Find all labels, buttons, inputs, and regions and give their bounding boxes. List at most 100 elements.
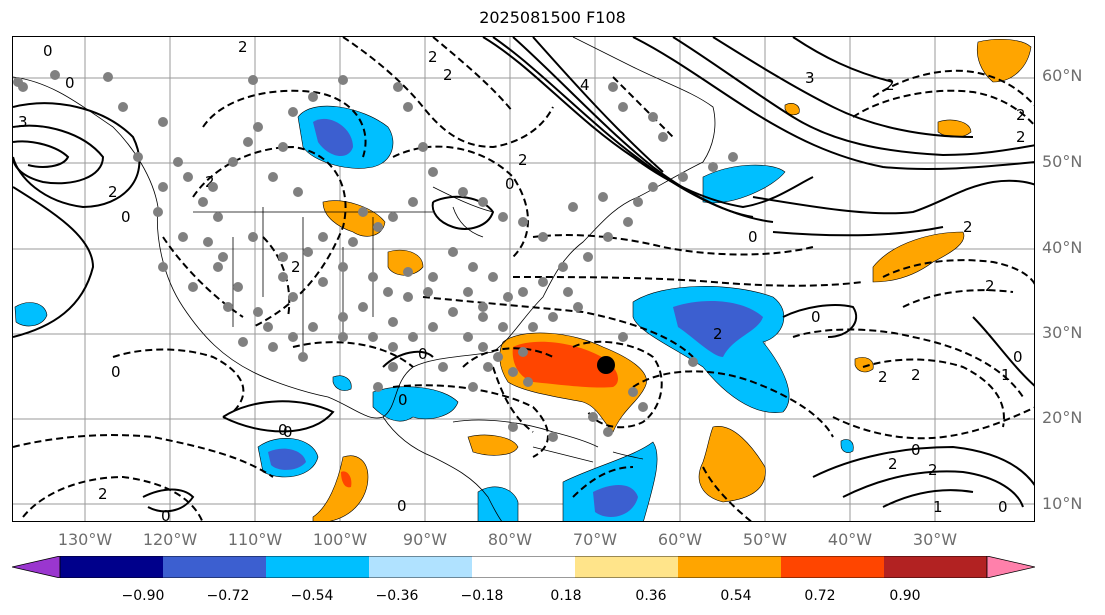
station-dot [558,262,568,272]
station-dot [518,287,528,297]
lat-label-60n: 60°N [1042,66,1083,85]
station-dot [158,182,168,192]
colorbar-extend-low [12,556,61,578]
lon-label-120w: 120°W [142,530,198,549]
station-dot [263,322,273,332]
station-dot [418,142,428,152]
station-dot [463,332,473,342]
contour-label: 0 [748,228,758,246]
station-dot [478,312,488,322]
station-dot [403,292,413,302]
station-dot [638,402,648,412]
station-dot [528,322,538,332]
coastlines [13,37,716,521]
station-dot [428,322,438,332]
station-dot [208,182,218,192]
station-dot [268,172,278,182]
station-dot [603,427,613,437]
station-dot [358,207,368,217]
lon-label-40w: 40°W [827,530,873,549]
colorbar-segment [266,556,369,578]
colorbar-tick-label: −0.90 [121,588,165,604]
station-dot [608,82,618,92]
contour-label: 1 [933,498,943,516]
station-dot [248,232,258,242]
station-dot [308,322,318,332]
colorbar-segment [781,556,884,578]
lat-label-10n: 10°N [1042,494,1083,513]
station-dot [403,267,413,277]
colorbar-tick-label: −0.54 [290,588,334,604]
lat-label-20n: 20°N [1042,408,1083,427]
station-dot [278,272,288,282]
contour-label: 0 [811,308,821,326]
station-dot [318,232,328,242]
contour-label: 0 [161,507,171,522]
station-dot [278,252,288,262]
lat-label-40n: 40°N [1042,238,1083,257]
contour-label: 2 [291,258,301,276]
lon-label-50w: 50°W [742,530,788,549]
station-dot [153,207,163,217]
station-dot [463,287,473,297]
station-dot [478,302,488,312]
contour-label: 0 [1013,348,1023,366]
colorbar-tick-label: 0.72 [804,588,836,604]
station-dot [538,277,548,287]
station-dot [253,122,263,132]
station-dot [708,162,718,172]
station-dot [458,187,468,197]
contour-label: 2 [1016,106,1026,124]
lon-label-130w: 130°W [57,530,113,549]
station-dot [178,232,188,242]
lon-label-100w: 100°W [312,530,368,549]
contour-label: 2 [428,48,438,66]
station-dot [403,102,413,112]
lat-label-50n: 50°N [1042,152,1083,171]
station-dot [583,252,593,262]
contour-label: 1 [1001,366,1011,384]
station-dot [428,272,438,282]
station-dot [358,302,368,312]
station-dot [568,202,578,212]
contour-label: 2 [985,277,995,295]
station-dot [628,387,638,397]
colorbar-tick-label: 0.90 [889,588,921,604]
station-dot [478,197,488,207]
station-dot [383,287,393,297]
station-dot [503,292,513,302]
colorbar-tick-label: −0.36 [375,588,419,604]
station-dot [188,282,198,292]
colorbar-segments [12,556,1035,578]
colorbar-segment [678,556,781,578]
station-dot [548,312,558,322]
contour-label: 0 [998,498,1008,516]
contour-label: 2 [205,173,215,191]
station-dot [243,137,253,147]
station-dot [50,70,60,80]
station-dot [468,262,478,272]
station-dot [368,272,378,282]
shaded-positive-regions [312,38,1032,521]
station-dot [688,357,698,367]
station-dot [658,132,668,142]
station-dot [563,287,573,297]
contour-label: 0 [278,421,288,439]
station-dot [318,277,328,287]
station-dot [598,192,608,202]
contour-label: 2 [911,366,921,384]
station-dot [158,262,168,272]
station-dot [238,337,248,347]
contour-label: 0 [283,423,293,441]
station-dot [303,247,313,257]
colorbar-extend-high [986,556,1035,578]
station-dot [483,362,493,372]
contour-label: 2 [878,368,888,386]
contour-label: 2 [518,151,528,169]
colorbar-tick-label: 0.18 [550,588,582,604]
station-dot [618,332,628,342]
station-dot [183,172,193,182]
contour-label: 0 [121,208,131,226]
contour-label: 2 [885,76,895,94]
station-dot [508,422,518,432]
